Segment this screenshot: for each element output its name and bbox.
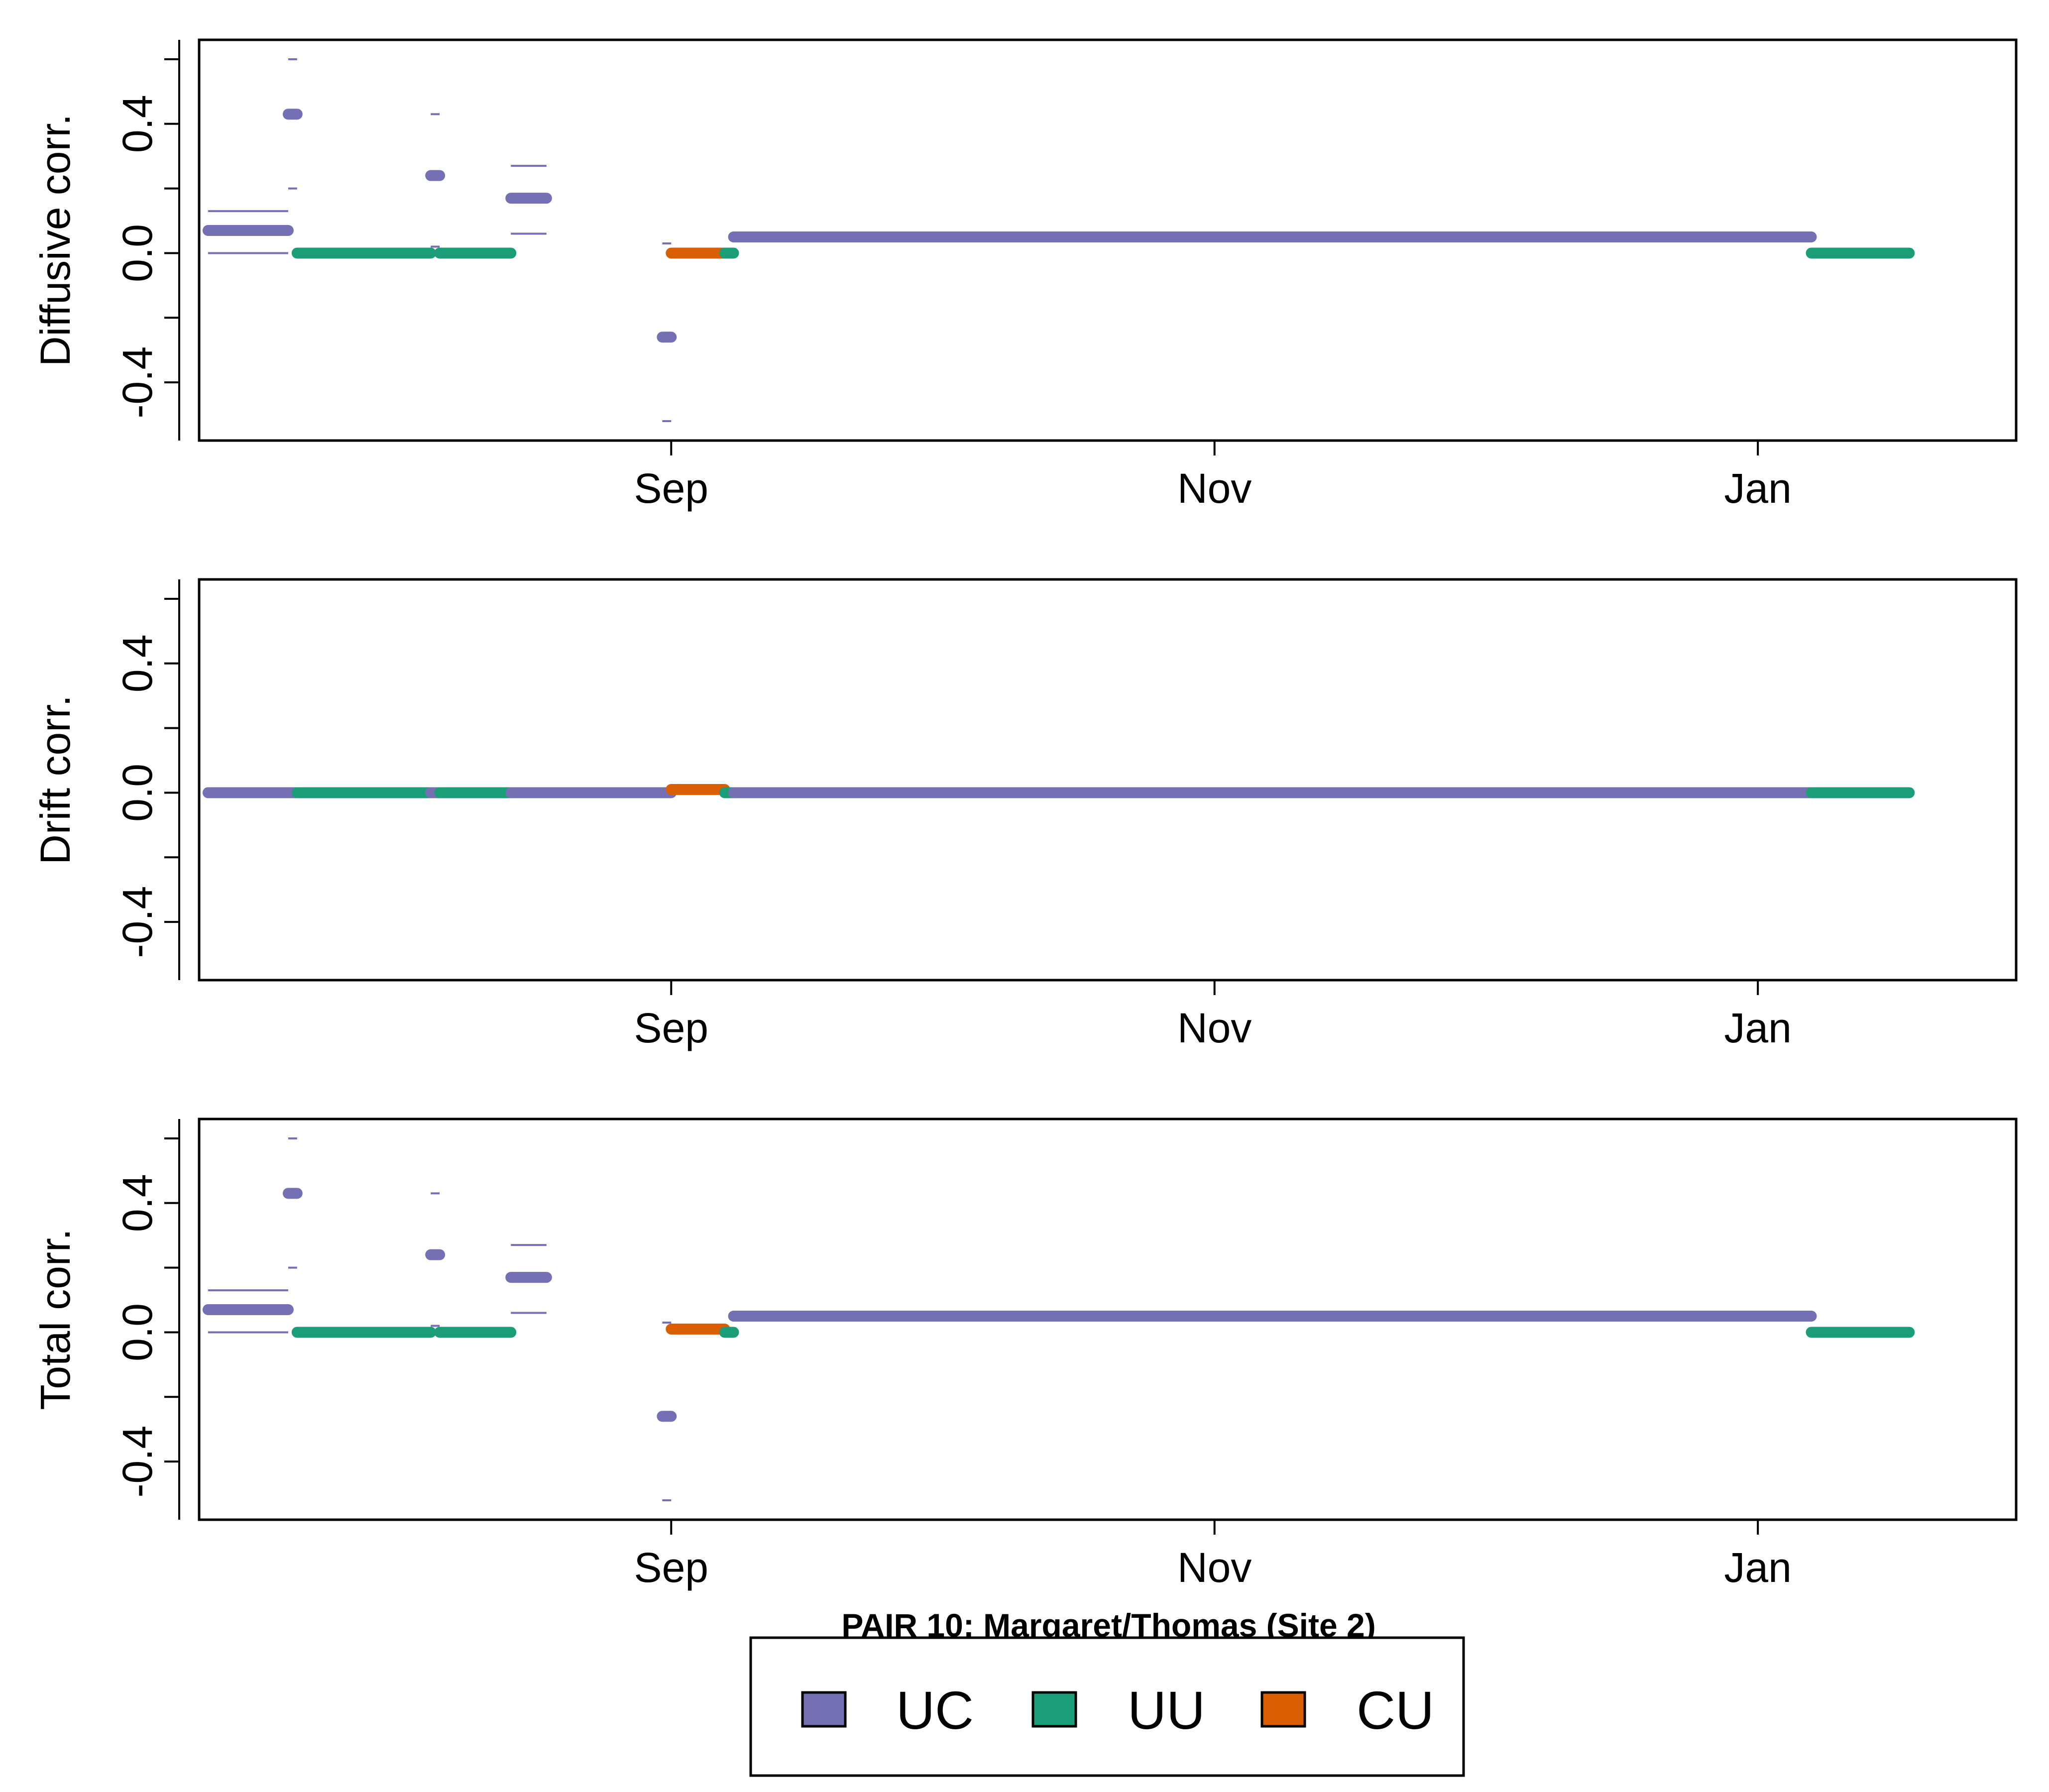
x-tick-label: Sep — [634, 1005, 708, 1051]
y-tick-label: 0.4 — [114, 95, 161, 153]
legend: UC UU CU — [749, 1636, 1465, 1777]
y-tick-label: -0.4 — [114, 886, 161, 958]
panels: -0.4 0.0 0.4 Diffusive corr. Sep Nov Jan -0.4 0.… — [32, 38, 2018, 1591]
plot-frame — [198, 578, 2018, 982]
panel-1: -0.4 0.0 0.4 Diffusive corr. Sep Nov Jan — [32, 38, 2018, 512]
legend-entry-CU: CU — [1260, 1680, 1434, 1740]
y-tick-label: 0.4 — [114, 1174, 161, 1232]
legend-label: CU — [1357, 1680, 1434, 1740]
x-tick-label: Jan — [1724, 1005, 1791, 1051]
legend-entry-UC: UC — [801, 1680, 974, 1740]
y-tick-label: -0.4 — [114, 346, 161, 419]
x-tick-label: Nov — [1177, 1005, 1252, 1051]
y-tick-label: -0.4 — [114, 1426, 161, 1498]
x-tick-label: Sep — [634, 465, 708, 512]
y-tick-label: 0.4 — [114, 634, 161, 692]
x-tick-label: Jan — [1724, 1544, 1791, 1591]
legend-label: UU — [1128, 1680, 1205, 1740]
y-tick-label: 0.0 — [114, 224, 161, 282]
panel-2: -0.4 0.0 0.4 Drift corr. Sep Nov Jan — [32, 578, 2018, 1051]
legend-swatch — [1260, 1691, 1306, 1728]
plot-frame — [198, 1118, 2018, 1521]
y-axis-label: Drift corr. — [32, 695, 79, 865]
legend-label: UC — [896, 1680, 974, 1740]
panel-3: -0.4 0.0 0.4 Total corr. Sep Nov Jan — [32, 1118, 2018, 1591]
y-tick-label: 0.0 — [114, 1303, 161, 1361]
x-tick-label: Nov — [1177, 465, 1252, 512]
legend-swatch — [1031, 1691, 1077, 1728]
x-tick-label: Nov — [1177, 1544, 1252, 1591]
y-axis-label: Diffusive corr. — [32, 114, 79, 366]
legend-swatch — [801, 1691, 847, 1728]
plot-frame — [198, 38, 2018, 442]
y-axis-label: Total corr. — [32, 1229, 79, 1410]
y-tick-label: 0.0 — [114, 764, 161, 822]
x-tick-label: Sep — [634, 1544, 708, 1591]
legend-entry-UU: UU — [1031, 1680, 1205, 1740]
x-tick-label: Jan — [1724, 465, 1791, 512]
legend-box — [749, 1636, 1465, 1777]
